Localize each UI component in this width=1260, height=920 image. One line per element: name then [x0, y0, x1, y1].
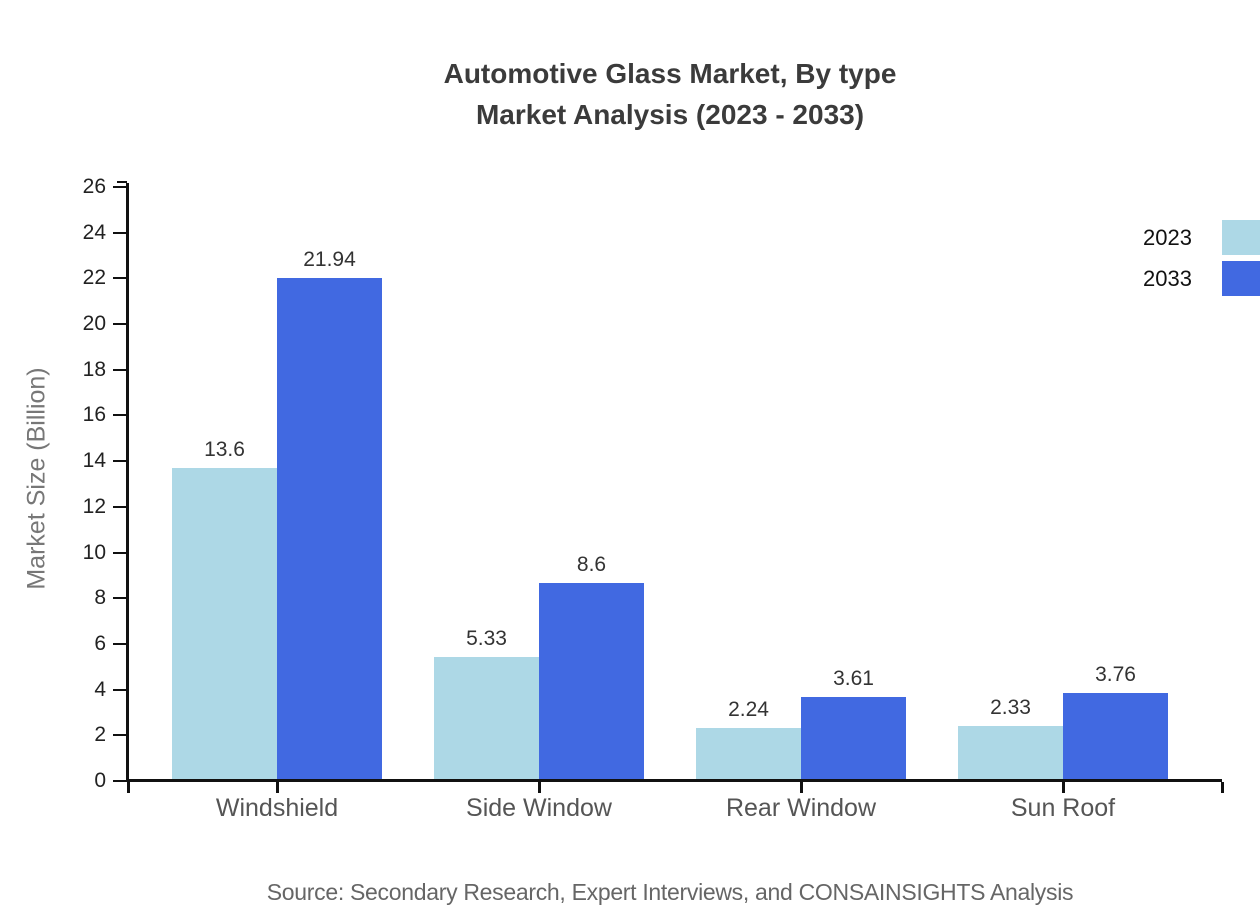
legend-item-2033: 2033 — [1108, 261, 1260, 296]
bar-value-label: 3.76 — [1095, 663, 1136, 686]
y-tick — [113, 460, 127, 463]
x-tick — [1220, 782, 1224, 793]
bar-2033-sun-roof — [1063, 693, 1168, 779]
bar-value-label: 2.24 — [728, 698, 769, 721]
y-tick-label: 26 — [82, 175, 106, 198]
source-text: Source: Secondary Research, Expert Inter… — [266, 879, 1074, 905]
bar-value-label: 3.61 — [833, 667, 874, 690]
x-tick — [537, 782, 541, 793]
y-tick-label: 14 — [82, 449, 106, 473]
x-tick — [126, 782, 130, 793]
y-tick — [113, 597, 127, 600]
y-tick — [113, 231, 127, 234]
y-tick-label: 18 — [82, 357, 106, 381]
bar-value-label: 8.6 — [576, 553, 607, 576]
chart-title-line2: Market Analysis (2023 - 2033) — [475, 99, 865, 130]
y-axis-endcap-tick — [117, 181, 127, 183]
y-tick-label: 4 — [94, 677, 106, 701]
bar-value-label: 13.6 — [204, 438, 245, 461]
chart-title-line1: Automotive Glass Market, By type — [443, 58, 897, 89]
y-tick — [113, 642, 127, 645]
x-category-label: Windshield — [215, 794, 339, 822]
x-category-label: Sun Roof — [1010, 794, 1116, 822]
y-axis-title: Market Size (Billion) — [22, 367, 51, 590]
y-tick — [113, 323, 127, 326]
bar-2033-windshield — [277, 278, 382, 779]
y-tick — [113, 688, 127, 691]
y-tick-label: 2 — [94, 723, 106, 747]
bar-2033-side-window — [539, 583, 644, 779]
x-axis-line — [126, 779, 1222, 782]
legend-label-2033: 2033 — [1143, 265, 1192, 291]
legend: 2023 2033 — [1108, 220, 1260, 302]
y-axis-line — [126, 183, 129, 781]
y-tick — [113, 734, 127, 737]
y-tick-label: 16 — [82, 403, 106, 427]
bar-2023-windshield — [172, 468, 277, 779]
y-tick — [113, 277, 127, 280]
y-tick — [113, 414, 127, 417]
y-tick — [113, 505, 127, 508]
x-category-label: Rear Window — [725, 794, 877, 822]
bar-2033-rear-window — [801, 697, 906, 779]
bar-value-label: 2.33 — [990, 696, 1031, 719]
legend-swatch-2023-icon — [1222, 220, 1260, 255]
x-tick — [275, 782, 279, 793]
bar-2023-rear-window — [696, 728, 801, 779]
x-tick — [799, 782, 803, 793]
y-tick-label: 24 — [82, 220, 106, 244]
y-tick-label: 22 — [82, 266, 106, 290]
y-tick-label: 20 — [82, 312, 106, 336]
bar-2023-sun-roof — [958, 726, 1063, 779]
y-tick-label: 8 — [94, 586, 106, 610]
bar-value-label: 5.33 — [466, 627, 507, 650]
bar-2023-side-window — [434, 657, 539, 779]
x-category-label: Side Window — [466, 794, 612, 822]
legend-swatch-2033-icon — [1222, 261, 1260, 296]
legend-item-2023: 2023 — [1108, 220, 1260, 255]
y-tick — [113, 368, 127, 371]
y-tick — [113, 186, 127, 188]
y-tick — [113, 551, 127, 554]
legend-label-2023: 2023 — [1143, 224, 1192, 250]
y-tick-label: 0 — [94, 769, 106, 792]
y-tick-label: 6 — [94, 631, 106, 655]
y-tick-label: 10 — [82, 540, 106, 564]
x-tick — [1061, 782, 1065, 793]
bar-value-label: 21.94 — [303, 248, 356, 271]
y-tick-label: 12 — [82, 494, 106, 518]
chart-title: Automotive Glass Market, By type Market … — [80, 53, 1260, 135]
y-tick — [113, 780, 127, 782]
